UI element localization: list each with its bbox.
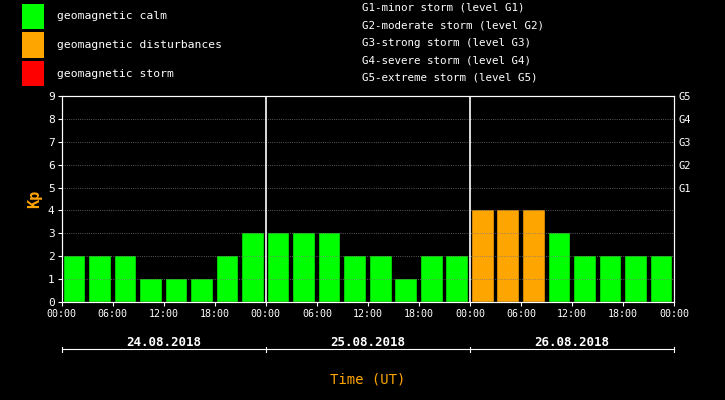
Bar [115,256,136,302]
Text: G2-moderate storm (level G2): G2-moderate storm (level G2) [362,20,544,30]
Bar [497,210,519,302]
Text: Time (UT): Time (UT) [331,372,405,386]
Text: 25.08.2018: 25.08.2018 [331,336,405,349]
Bar [574,256,596,302]
Bar [447,256,468,302]
Text: geomagnetic disturbances: geomagnetic disturbances [57,40,222,50]
Bar [191,279,213,302]
Text: G1-minor storm (level G1): G1-minor storm (level G1) [362,3,525,13]
Bar [22,4,44,29]
Bar [242,233,264,302]
Text: 24.08.2018: 24.08.2018 [126,336,202,349]
Bar [650,256,672,302]
Text: G5-extreme storm (level G5): G5-extreme storm (level G5) [362,73,538,83]
Bar [165,279,187,302]
Text: G3-strong storm (level G3): G3-strong storm (level G3) [362,38,531,48]
Bar [472,210,494,302]
Bar [294,233,315,302]
Text: geomagnetic storm: geomagnetic storm [57,69,173,79]
Bar [268,233,289,302]
Y-axis label: Kp: Kp [28,190,42,208]
Bar [89,256,111,302]
Text: G4-severe storm (level G4): G4-severe storm (level G4) [362,55,531,65]
Text: 26.08.2018: 26.08.2018 [534,336,610,349]
Bar [22,32,44,58]
Bar [217,256,239,302]
Bar [140,279,162,302]
Bar [549,233,571,302]
Bar [421,256,442,302]
Bar [395,279,417,302]
Bar [64,256,86,302]
Bar [344,256,366,302]
Bar [370,256,392,302]
Bar [625,256,647,302]
Bar [600,256,621,302]
Bar [523,210,544,302]
Bar [22,61,44,86]
Bar [319,233,341,302]
Text: geomagnetic calm: geomagnetic calm [57,11,167,21]
